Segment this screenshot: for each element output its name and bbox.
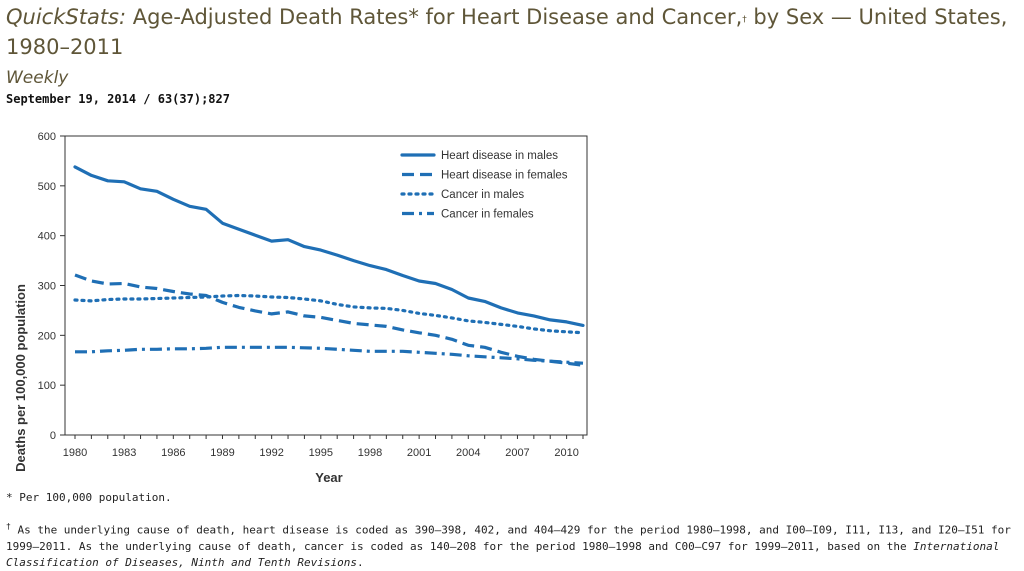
- x-tick-label: 2001: [407, 447, 431, 459]
- x-tick-label: 1986: [161, 447, 185, 459]
- y-tick-label: 0: [50, 430, 56, 442]
- y-tick-label: 400: [38, 231, 56, 243]
- line-chart: 0 100 200 300 400 500 600 1980 1983 1986 1989 1992 1…: [13, 131, 588, 485]
- x-tick-label: 1998: [358, 447, 382, 459]
- y-tick-label: 300: [38, 281, 56, 293]
- x-tick-label: 1989: [210, 447, 234, 459]
- title-quickstats: QuickStats:: [6, 5, 127, 29]
- x-tick-label: 1983: [112, 447, 136, 459]
- footnote-dagger-end: .: [357, 555, 364, 569]
- publication-line: September 19, 2014 / 63(37);827: [6, 92, 230, 106]
- footnote-icd-title: International Classification of Diseases…: [6, 539, 1000, 569]
- footnote-dagger-mark: †: [6, 522, 11, 531]
- title-tail: by Sex — United States, 1980–2011: [6, 5, 1008, 59]
- legend-label: Cancer in males: [441, 189, 524, 201]
- x-tick-label: 1992: [259, 447, 283, 459]
- legend: Heart disease in males Heart disease in f…: [400, 150, 568, 221]
- series-line-heart-disease-in-males: [73, 165, 585, 327]
- legend-label: Heart disease in females: [441, 170, 568, 182]
- page-title: QuickStats: Age-Adjusted Death Rates* fo…: [6, 2, 1016, 62]
- footnote-dagger: † As the underlying cause of death, hear…: [6, 519, 1020, 571]
- axes-layer: 0 100 200 300 400 500 600 1980 1983 1986 1989 1992 1…: [38, 131, 588, 459]
- x-tick-label: 2004: [456, 447, 480, 459]
- x-tick-label: 1995: [309, 447, 333, 459]
- legend-label: Cancer in females: [441, 209, 534, 221]
- title-main: Age-Adjusted Death Rates* for Heart Dise…: [126, 5, 743, 29]
- y-tick-label: 600: [38, 131, 56, 143]
- y-tick-label: 500: [38, 181, 56, 193]
- x-tick-label: 2010: [554, 447, 578, 459]
- series-line-heart-disease-in-females: [74, 273, 584, 367]
- x-tick-label: 2007: [505, 447, 529, 459]
- y-axis-label: Deaths per 100,000 population: [13, 284, 28, 472]
- series-line-cancer-in-males: [73, 293, 585, 335]
- title-dagger: †: [742, 15, 747, 25]
- series-line-cancer-in-females: [75, 345, 584, 365]
- footnote-star: * Per 100,000 population.: [6, 491, 172, 504]
- y-tick-label: 100: [38, 380, 56, 392]
- footnote-dagger-text: As the underlying cause of death, heart …: [6, 523, 1011, 553]
- y-tick-label: 200: [38, 330, 56, 342]
- legend-label: Heart disease in males: [441, 150, 558, 162]
- series-layer: [73, 165, 585, 367]
- weekly-label: Weekly: [6, 68, 69, 88]
- x-tick-label: 1980: [63, 447, 87, 459]
- x-axis-label: Year: [315, 470, 342, 485]
- chart-container: 0 100 200 300 400 500 600 1980 1983 1986 1989 1992 1…: [0, 122, 600, 492]
